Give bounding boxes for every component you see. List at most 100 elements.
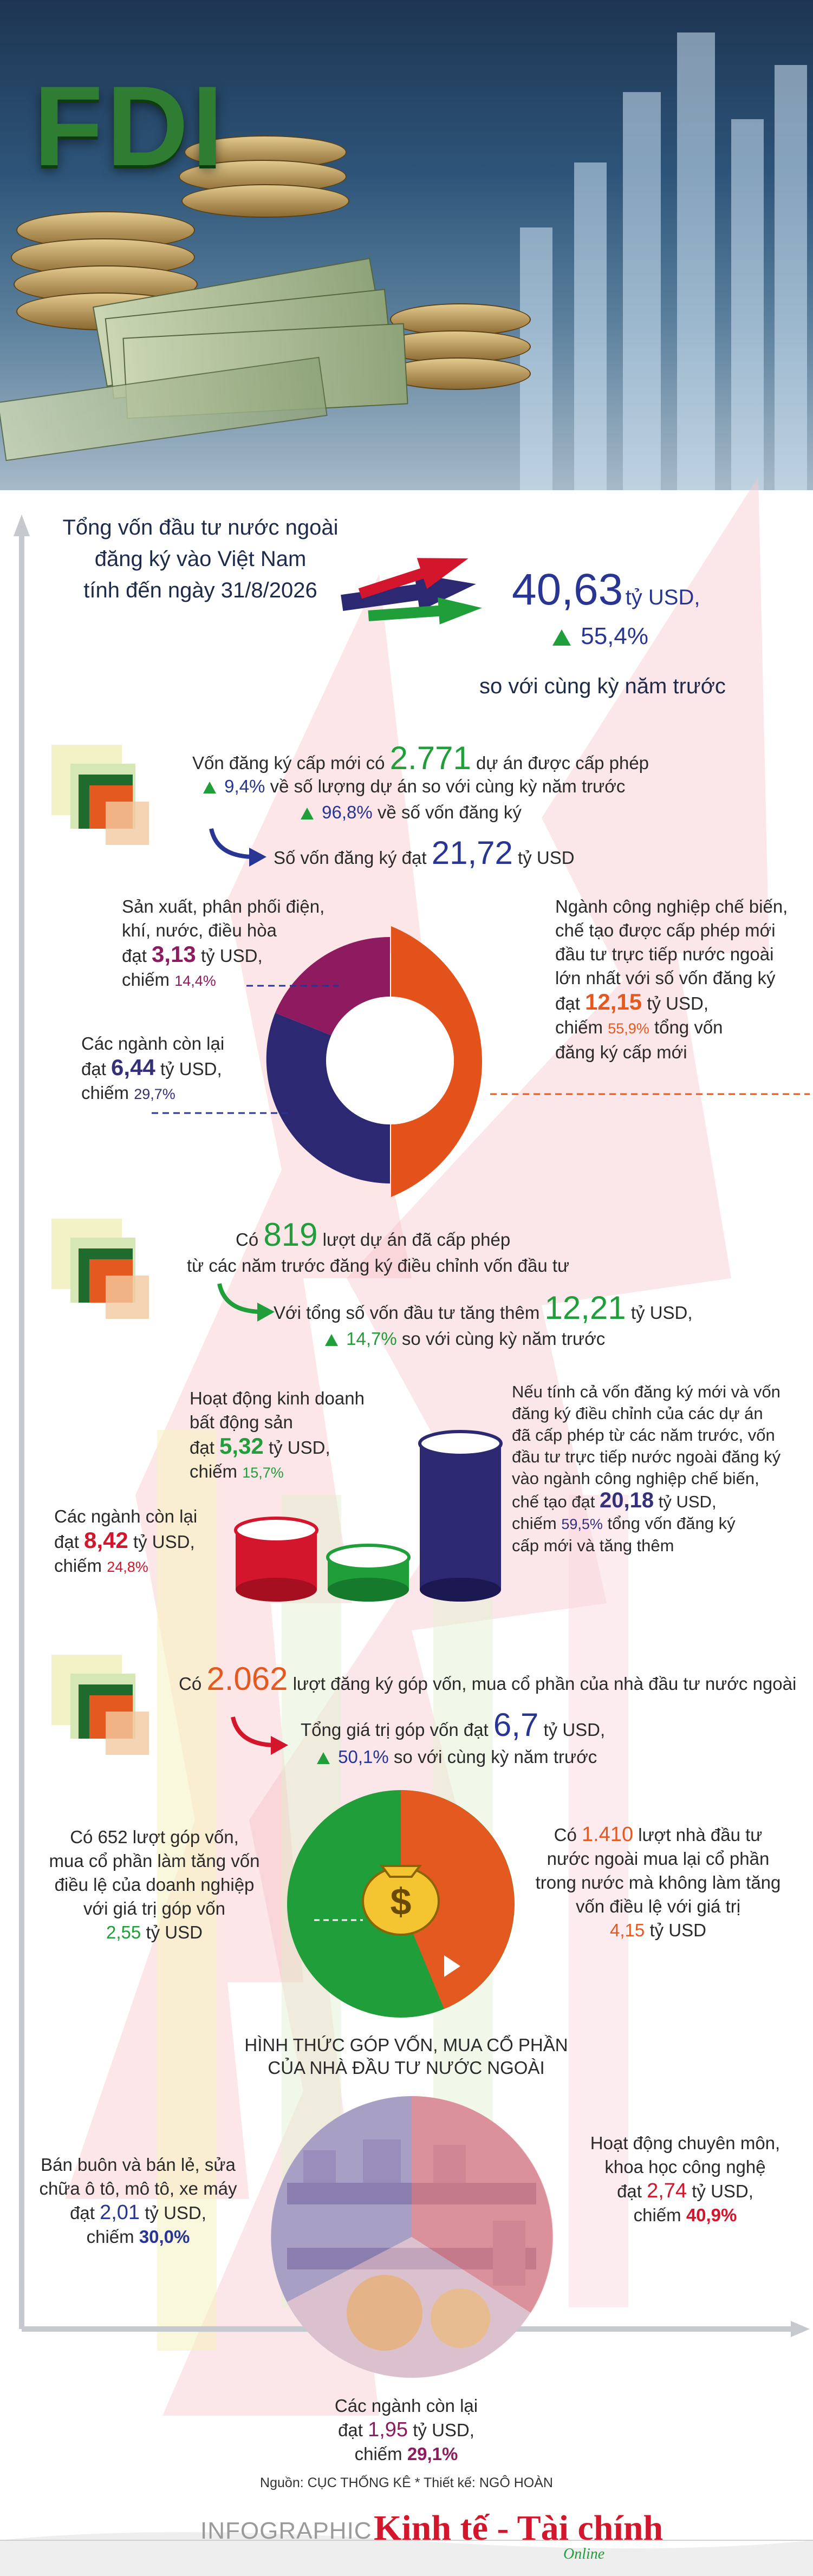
- professional-unit: tỷ USD,: [692, 2181, 753, 2201]
- manufacturing-share-suffix: tổng vốn: [654, 1017, 723, 1037]
- manufacturing-value: 12,15: [585, 989, 642, 1014]
- buyback-value: 4,15: [610, 1920, 645, 1940]
- pie-slice-buyback: [401, 1790, 515, 2009]
- footer-brand-suffix: Online: [563, 2546, 605, 2562]
- forms-others-prefix: đạt: [338, 2420, 363, 2440]
- professional-share-prefix: chiếm: [633, 2205, 681, 2225]
- forms-title: HÌNH THỨC GÓP VỐN, MUA CỔ PHẦN CỦA NHÀ Đ…: [238, 2034, 574, 2079]
- forms-title-line-1: HÌNH THỨC GÓP VỐN, MUA CỔ PHẦN: [244, 2035, 568, 2055]
- energy-share-prefix: chiếm: [122, 970, 170, 990]
- squares-icon: [51, 1219, 154, 1322]
- summary-line-1: Tổng vốn đầu tư nước ngoài: [62, 516, 339, 539]
- increase-line-1: Có 652 lượt góp vốn,: [70, 1827, 239, 1847]
- curved-arrow-icon: [209, 828, 266, 867]
- leader-line: [490, 1093, 810, 1095]
- cyl-mfg-line-last: cấp mới và tăng thêm: [512, 1536, 674, 1555]
- energy-line-2: khí, nước, điều hòa: [122, 920, 277, 940]
- cyl-mfg-prefix: chế tạo đạt: [512, 1492, 595, 1511]
- growth-up-icon: [301, 808, 314, 820]
- curved-arrow-icon: [231, 1716, 288, 1755]
- shares-value: 6,7: [493, 1707, 539, 1743]
- shares-growth-value: 50,1%: [338, 1747, 389, 1767]
- cyl-others-line-1: Các ngành còn lại: [54, 1506, 198, 1526]
- shares-value-unit: tỷ USD,: [543, 1720, 606, 1740]
- new-projects-count: 2.771: [389, 740, 471, 776]
- adjusted-projects-count: 819: [263, 1217, 318, 1253]
- adjusted-line-2: từ các năm trước đăng ký điều chỉnh vốn …: [187, 1256, 570, 1276]
- summary-description: Tổng vốn đầu tư nước ngoài đăng ký vào V…: [49, 512, 352, 606]
- new-capital-value: 21,72: [431, 835, 513, 871]
- retail-line-1: Bán buôn và bán lẻ, sửa: [41, 2155, 236, 2175]
- cyl-others-label: Các ngành còn lại đạt 8,42 tỷ USD, chiếm…: [54, 1505, 227, 1579]
- retail-share: 30,0%: [139, 2227, 190, 2247]
- adjusted-capital-prefix: Với tổng số vốn đầu tư tăng thêm: [274, 1303, 540, 1323]
- new-capital-prefix: Số vốn đăng ký đạt: [274, 848, 427, 868]
- buyback-prefix: Có: [554, 1825, 577, 1845]
- new-capital-growth-caption: về số vốn đăng ký: [377, 802, 522, 822]
- footer-source: Nguồn: CỤC THỐNG KÊ * Thiết kế: NGÔ HOÀN: [260, 2475, 553, 2490]
- real-estate-share: 15,7%: [242, 1465, 284, 1481]
- manufacturing-line-2: chế tạo được cấp phép mới: [555, 920, 776, 940]
- total-capital-unit: tỷ USD,: [625, 586, 700, 609]
- total-growth-caption: so với cùng kỳ năm trước: [479, 674, 726, 698]
- energy-share: 14,4%: [174, 973, 216, 989]
- donut-chart-new-capital: [266, 926, 483, 1197]
- growth-up-icon: [325, 1334, 338, 1346]
- real-estate-label: Hoạt động kinh doanh bất động sản đạt 5,…: [190, 1387, 395, 1485]
- others-share-prefix: chiếm: [81, 1083, 129, 1103]
- growth-up-icon: [203, 782, 216, 794]
- adjusted-growth: 14,7% so với cùng kỳ năm trước: [325, 1327, 605, 1351]
- cyl-mfg-share: 59,5%: [561, 1516, 603, 1532]
- manufacturing-line-4: lớn nhất với số vốn đăng ký: [555, 968, 776, 988]
- increase-unit: tỷ USD: [146, 1922, 203, 1942]
- buyback-unit: tỷ USD: [649, 1920, 706, 1940]
- adjusted-prefix: Có: [236, 1230, 259, 1250]
- retail-value: 2,01: [100, 2201, 140, 2224]
- shares-value-prefix: Tổng giá trị góp vốn đạt: [301, 1720, 489, 1740]
- increase-line-4: với giá trị góp vốn: [83, 1898, 225, 1918]
- money-bag-icon: $: [362, 1865, 440, 1936]
- new-projects-growth-caption: về số lượng dự án so với cùng kỳ năm trư…: [270, 776, 626, 796]
- exchange-arrows-icon: [341, 558, 482, 625]
- adjusted-suffix: lượt dự án đã cấp phép: [322, 1230, 511, 1250]
- cyl-others-prefix: đạt: [54, 1532, 79, 1552]
- manufacturing-share: 55,9%: [608, 1020, 649, 1037]
- cyl-mfg-line-1: Nếu tính cả vốn đăng ký mới và vốn: [512, 1382, 781, 1401]
- new-projects-line: Vốn đăng ký cấp mới có 2.771 dự án được …: [192, 742, 649, 775]
- adjusted-capital-line: Với tổng số vốn đầu tư tăng thêm 12,21 t…: [274, 1292, 693, 1325]
- energy-prefix: đạt: [122, 946, 147, 966]
- total-growth-value: 55,4%: [581, 623, 648, 649]
- forms-others-line-1: Các ngành còn lại: [334, 2396, 478, 2416]
- pie-slice-others: [287, 2237, 531, 2378]
- new-projects-growth: 9,4% về số lượng dự án so với cùng kỳ nă…: [203, 775, 625, 798]
- footer-brand-logo: Kinh tế - Tài chính: [374, 2508, 664, 2548]
- total-capital-value: 40,63: [512, 565, 623, 614]
- retail-unit: tỷ USD,: [145, 2203, 206, 2223]
- manufacturing-line-3: đầu tư trực tiếp nước ngoài: [555, 944, 774, 964]
- new-capital-unit: tỷ USD: [518, 848, 575, 868]
- cyl-others-unit: tỷ USD,: [133, 1532, 195, 1552]
- cyl-mfg-value: 20,18: [600, 1488, 654, 1512]
- forms-professional-label: Hoạt động chuyên môn, khoa học công nghệ…: [577, 2131, 794, 2227]
- pie-chart-forms: [271, 2096, 553, 2378]
- forms-others-value: 1,95: [368, 2418, 408, 2441]
- cylinder-chart-adjusted: [234, 1430, 503, 1602]
- new-projects-prefix: Vốn đăng ký cấp mới có: [192, 753, 385, 773]
- shares-value-line: Tổng giá trị góp vốn đạt 6,7 tỷ USD,: [301, 1709, 605, 1742]
- real-estate-value: 5,32: [219, 1433, 264, 1459]
- manufacturing-line-last: đăng ký cấp mới: [555, 1042, 687, 1062]
- cyl-mfg-unit: tỷ USD,: [658, 1492, 717, 1511]
- total-capital: 40,63 tỷ USD,: [512, 568, 700, 612]
- energy-value: 3,13: [152, 941, 196, 967]
- new-capital-value-line: Số vốn đăng ký đạt 21,72 tỷ USD: [274, 837, 575, 870]
- retail-prefix: đạt: [70, 2203, 95, 2223]
- others-line-1: Các ngành còn lại: [81, 1033, 225, 1053]
- forms-retail-label: Bán buôn và bán lẻ, sửa chữa ô tô, mô tô…: [32, 2153, 244, 2249]
- manufacturing-unit: tỷ USD,: [647, 993, 709, 1013]
- professional-value: 2,74: [647, 2180, 687, 2202]
- summary-line-2: đăng ký vào Việt Nam: [94, 547, 307, 571]
- pie-slice-professional: [412, 2096, 553, 2313]
- footer: Nguồn: CỤC THỐNG KÊ * Thiết kế: NGÔ HOÀN…: [0, 2470, 813, 2576]
- others-share: 29,7%: [134, 1086, 175, 1102]
- leader-line: [246, 985, 339, 987]
